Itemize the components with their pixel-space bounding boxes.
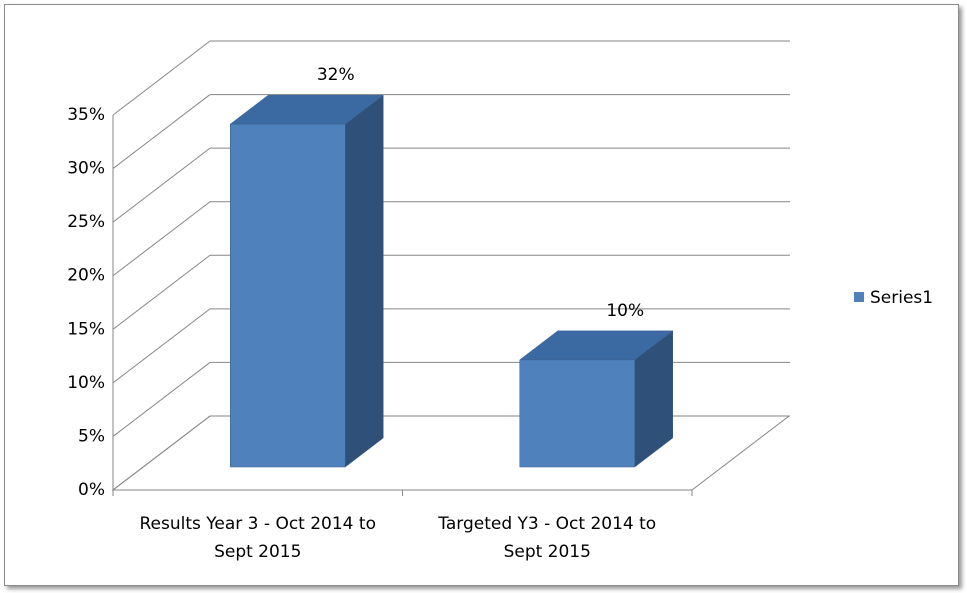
grid-diagonal <box>112 415 211 491</box>
grid-diagonal <box>112 201 211 277</box>
y-tick-label: 5% <box>78 426 105 446</box>
grid-diagonal <box>112 40 211 116</box>
y-tick-label: 30% <box>67 159 105 179</box>
bar-side <box>345 94 384 468</box>
legend-label: Series1 <box>870 288 933 308</box>
bar-front <box>519 359 635 468</box>
grid-diagonal <box>112 308 211 384</box>
legend-swatch <box>854 292 864 302</box>
bar <box>519 330 674 468</box>
grid-diagonal <box>112 254 211 330</box>
x-tick-label: Results Year 3 - Oct 2014 to Sept 2015 <box>139 514 376 562</box>
floor <box>111 415 791 491</box>
x-tick-label: Targeted Y3 - Oct 2014 to Sept 2015 <box>438 514 657 562</box>
y-tick-label: 10% <box>67 373 105 393</box>
y-tick-label: 35% <box>67 105 105 125</box>
grid-diagonal <box>112 147 211 223</box>
bar-front <box>230 123 346 468</box>
y-tick-label: 25% <box>67 212 105 232</box>
data-label: 10% <box>606 301 644 321</box>
y-tick-label: 20% <box>67 266 105 286</box>
bar <box>229 94 384 468</box>
y-tick-label: 15% <box>67 319 105 339</box>
data-label: 32% <box>317 65 355 85</box>
grid-diagonal <box>112 362 211 437</box>
chart-frame <box>4 4 959 586</box>
y-tick-label: 0% <box>78 480 105 500</box>
grid-diagonal <box>112 94 211 169</box>
